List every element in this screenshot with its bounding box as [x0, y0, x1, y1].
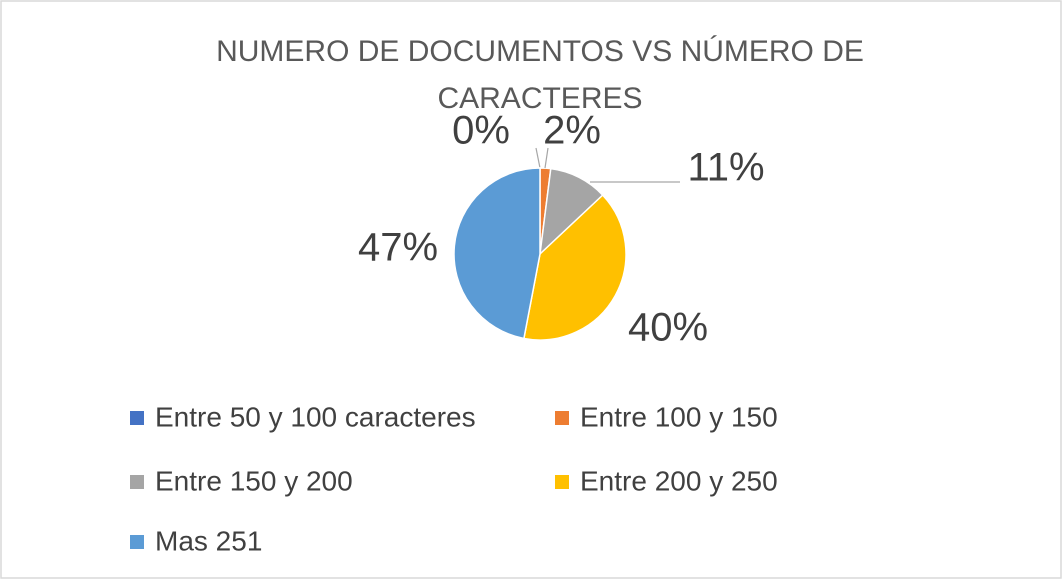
- pie-slice: [453, 167, 541, 340]
- legend-swatch: [555, 475, 569, 489]
- legend-swatch: [555, 411, 569, 425]
- legend-label: Entre 200 y 250: [580, 465, 778, 496]
- data-label: 2%: [543, 109, 601, 153]
- legend-swatch: [130, 411, 144, 425]
- data-label: 47%: [358, 226, 438, 270]
- data-label: 40%: [628, 306, 708, 350]
- legend-label: Entre 150 y 200: [155, 465, 353, 496]
- legend-label: Entre 100 y 150: [580, 401, 778, 432]
- pie-slice: [523, 194, 627, 341]
- chart-title: NUMERO DE DOCUMENTOS VS NÚMERO DE CARACT…: [216, 35, 864, 115]
- leader-line: [535, 147, 541, 169]
- legend-label: Mas 251: [155, 525, 262, 556]
- leader-line: [544, 147, 549, 169]
- legend-swatch: [130, 475, 144, 489]
- data-label: 0%: [452, 109, 510, 153]
- legend-label: Entre 50 y 100 caracteres: [155, 401, 476, 432]
- legend-swatch: [130, 535, 144, 549]
- data-label: 11%: [687, 146, 764, 190]
